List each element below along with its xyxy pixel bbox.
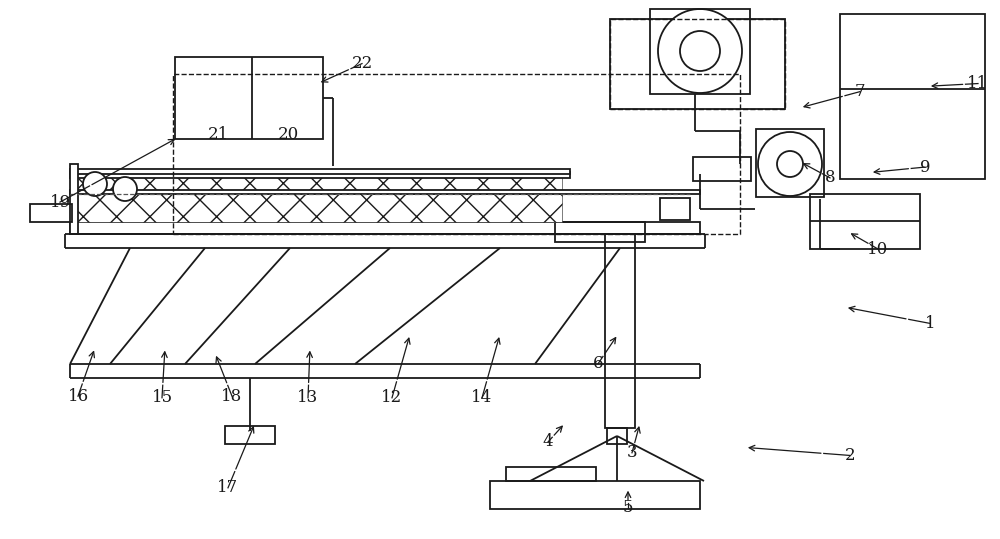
Circle shape xyxy=(113,177,137,201)
Text: 6: 6 xyxy=(593,355,603,372)
Bar xyxy=(555,222,645,242)
Bar xyxy=(506,467,596,481)
Text: 20: 20 xyxy=(277,126,299,143)
Bar xyxy=(660,198,690,220)
Text: 7: 7 xyxy=(855,83,865,100)
Text: 22: 22 xyxy=(351,55,373,72)
Bar xyxy=(605,234,635,428)
Circle shape xyxy=(777,151,803,177)
Text: 16: 16 xyxy=(67,388,89,405)
Bar xyxy=(610,19,785,109)
Circle shape xyxy=(758,132,822,196)
Text: 21: 21 xyxy=(207,126,229,143)
Text: 19: 19 xyxy=(49,194,71,211)
Bar xyxy=(72,194,562,222)
Text: 4: 4 xyxy=(543,433,553,451)
Bar xyxy=(225,426,275,444)
Bar xyxy=(70,169,570,174)
Text: 15: 15 xyxy=(151,389,173,406)
Bar xyxy=(70,172,570,178)
Circle shape xyxy=(680,31,720,71)
Bar xyxy=(840,14,985,179)
Bar xyxy=(70,164,78,234)
Bar xyxy=(810,194,920,249)
Bar xyxy=(756,129,824,197)
Bar xyxy=(70,222,700,234)
Text: 12: 12 xyxy=(381,389,403,406)
Text: 18: 18 xyxy=(221,388,243,405)
Text: 5: 5 xyxy=(623,499,633,516)
Text: 2: 2 xyxy=(845,447,855,464)
Bar xyxy=(70,190,700,194)
Text: 17: 17 xyxy=(217,479,239,496)
Bar xyxy=(650,9,750,94)
Bar xyxy=(175,57,323,139)
Bar xyxy=(30,204,72,222)
Text: 9: 9 xyxy=(920,158,930,176)
Circle shape xyxy=(658,9,742,93)
Text: 14: 14 xyxy=(471,389,493,406)
Text: 3: 3 xyxy=(627,444,637,461)
Circle shape xyxy=(83,172,107,196)
Text: 8: 8 xyxy=(825,169,835,186)
Text: 1: 1 xyxy=(925,315,935,332)
Bar xyxy=(693,157,751,181)
Bar xyxy=(607,428,627,444)
Text: 13: 13 xyxy=(297,389,319,406)
Text: 10: 10 xyxy=(867,240,889,258)
Text: 11: 11 xyxy=(967,75,989,92)
Bar xyxy=(72,174,562,194)
Bar xyxy=(490,481,700,509)
